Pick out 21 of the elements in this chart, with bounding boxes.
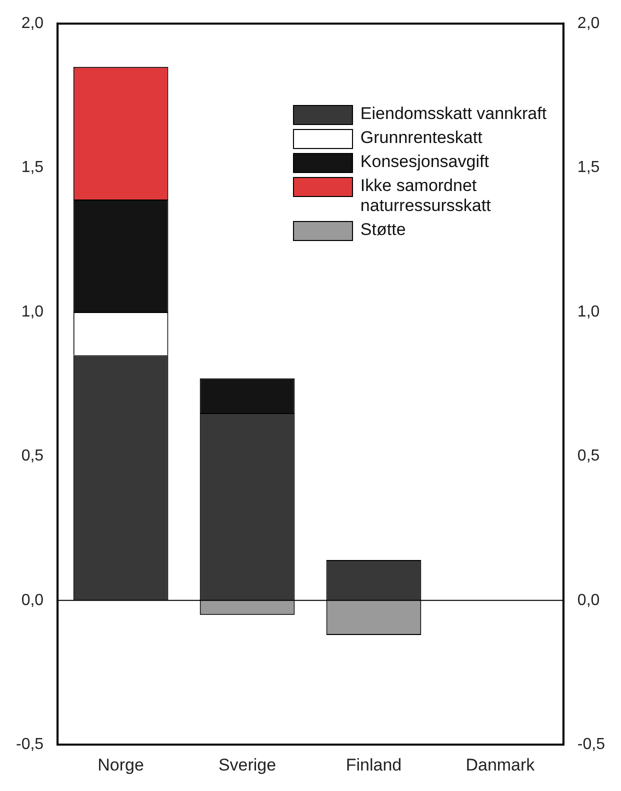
legend-label: Ikke samordnet naturressursskatt (360, 176, 492, 216)
y2-tick-label: 1,5 (577, 159, 600, 176)
y-tick-label: 0,0 (21, 592, 44, 609)
y-tick-label: 0,5 (21, 448, 44, 465)
x-tick-label: Finland (346, 755, 402, 774)
y-tick-label: -0,5 (16, 736, 44, 754)
y-tick-label: 2,0 (21, 15, 44, 32)
legend-label: Grunnrenteskatt (360, 128, 484, 148)
x-tick-label: Sverige (218, 755, 276, 774)
x-tick-label: Norge (98, 755, 144, 774)
y2-tick-label: 1,0 (577, 303, 600, 320)
x-tick-label: Danmark (466, 755, 536, 774)
legend-label: Konsesjonsavgift (360, 152, 490, 172)
y-tick-label: 1,0 (21, 303, 44, 320)
legend-label: Støtte (360, 220, 407, 240)
y2-tick-label: 0,5 (577, 448, 600, 465)
y2-tick-label: 2,0 (577, 15, 600, 32)
y-tick-label: 1,5 (21, 159, 44, 176)
y2-tick-label: 0,0 (577, 592, 600, 609)
legend-label: Eiendomsskatt vannkraft (360, 104, 548, 124)
y2-tick-label: -0,5 (577, 736, 606, 754)
